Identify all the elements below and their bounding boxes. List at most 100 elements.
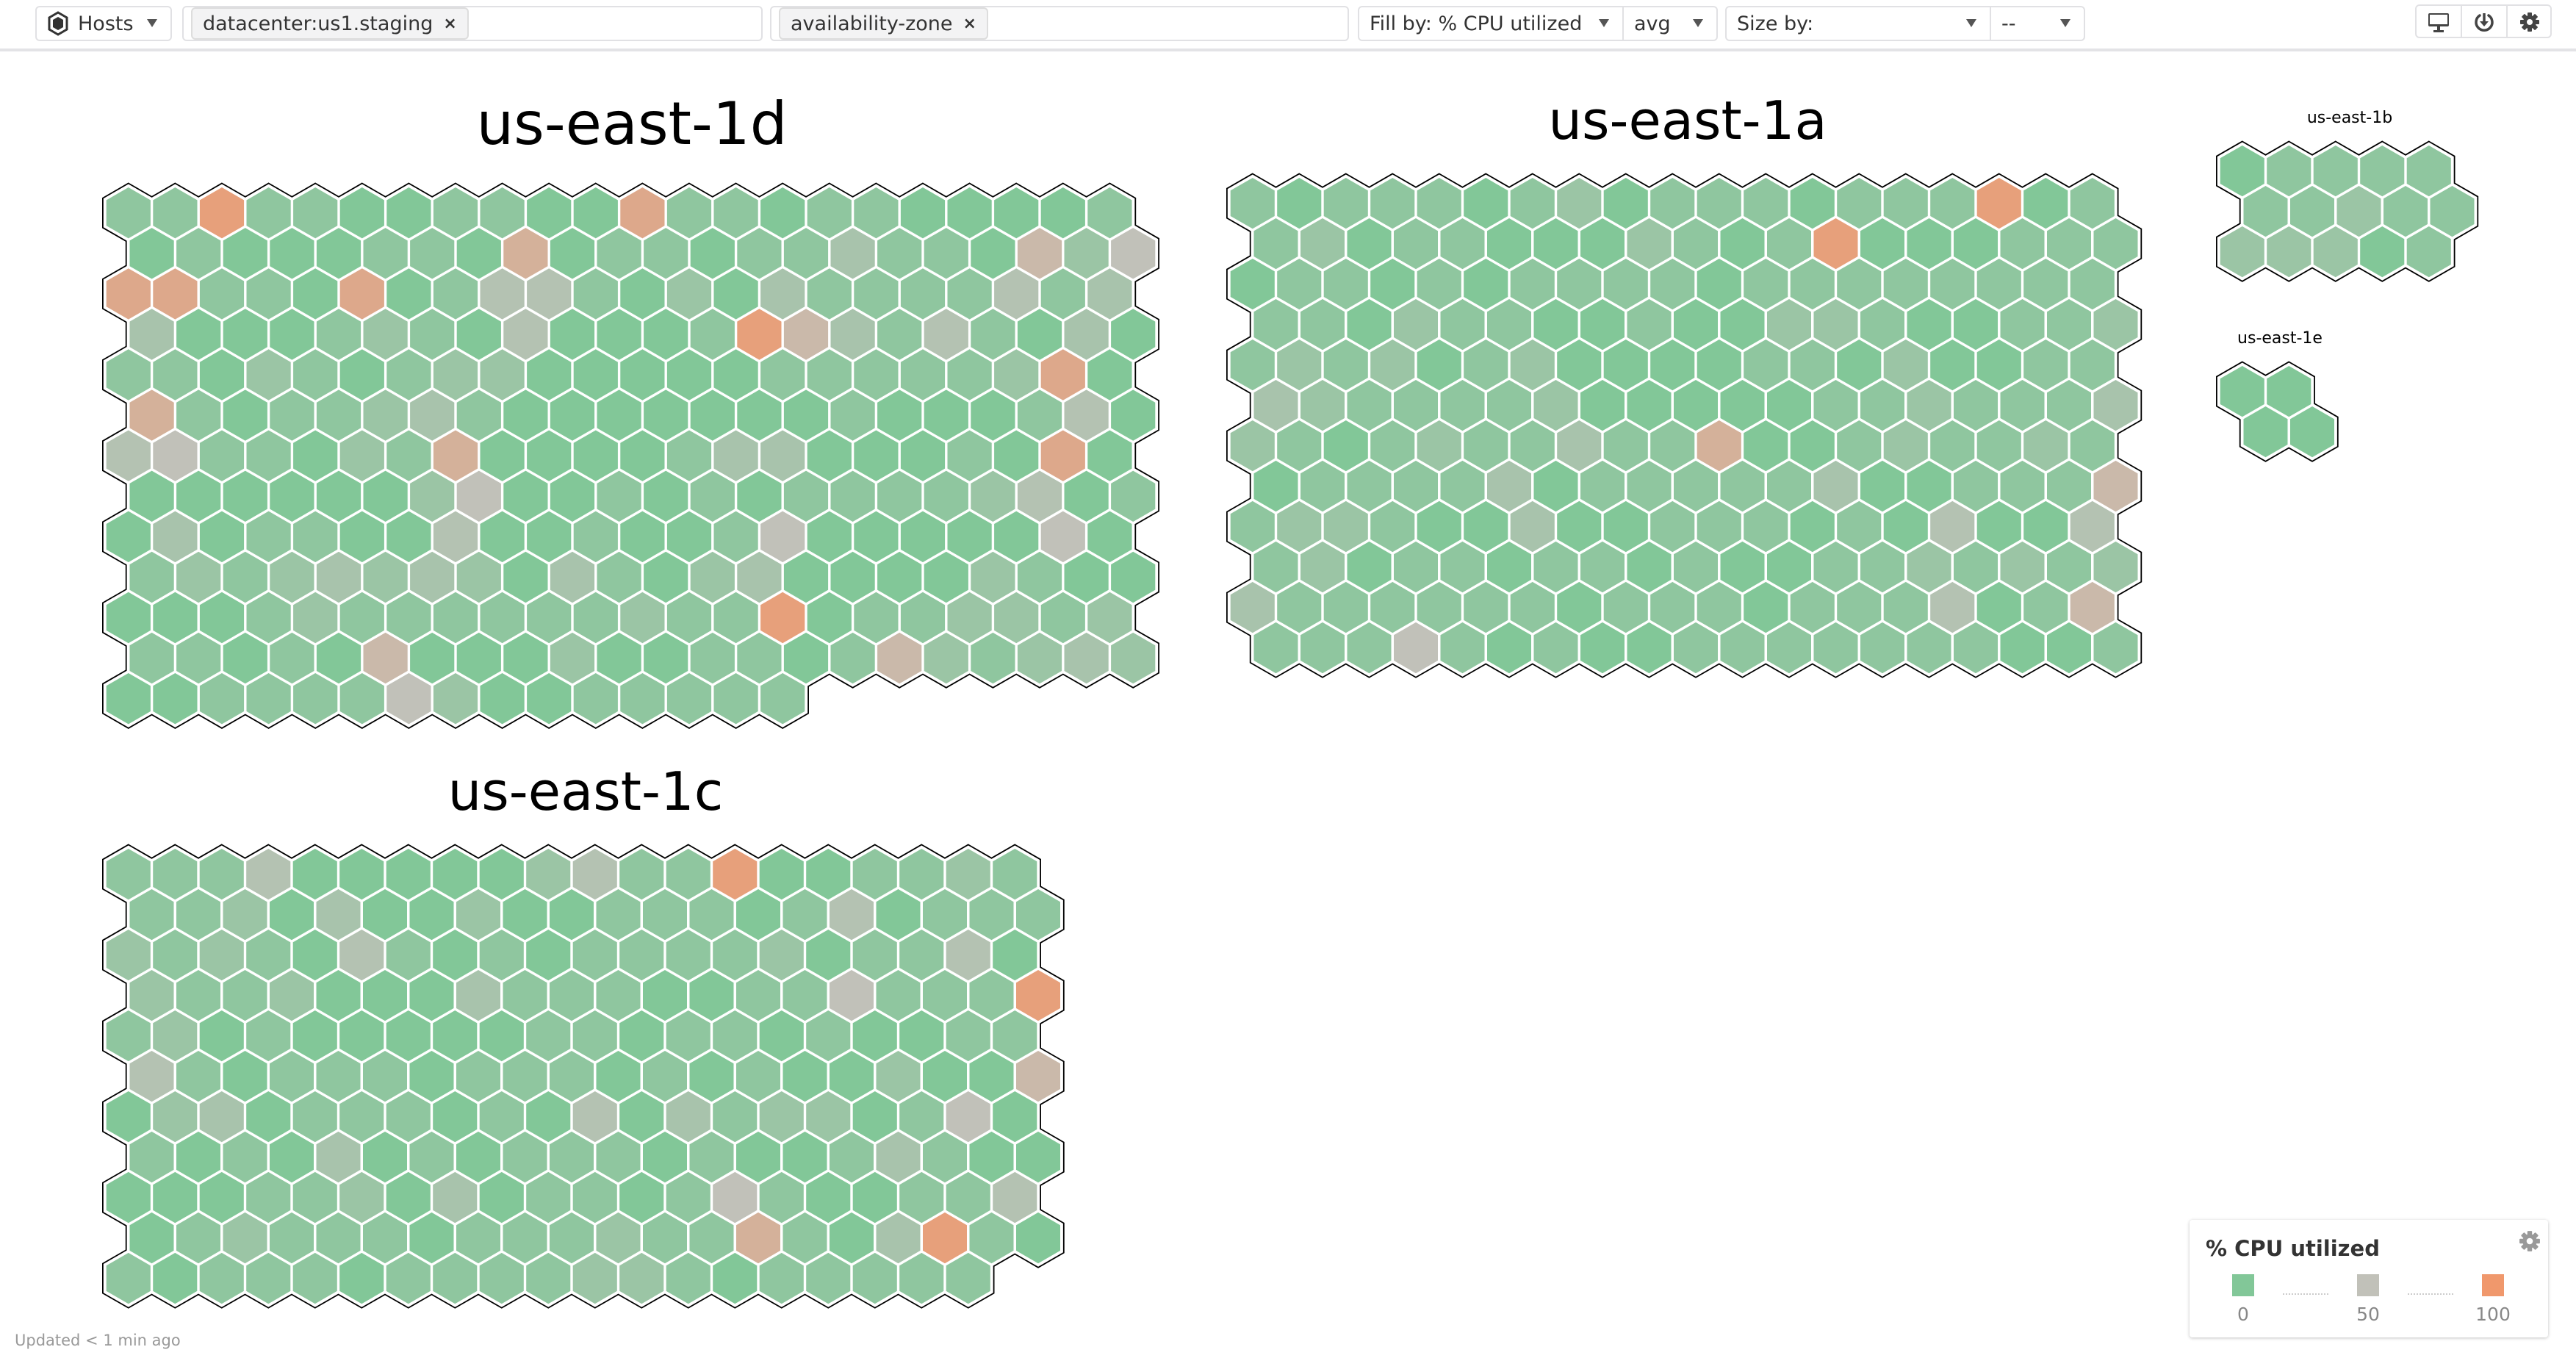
host-hexagon[interactable] <box>410 309 455 360</box>
host-hexagon[interactable] <box>1697 581 1741 633</box>
host-hexagon[interactable] <box>971 632 1015 684</box>
host-hexagon[interactable] <box>1370 259 1415 310</box>
host-hexagon[interactable] <box>760 592 805 644</box>
host-hexagon[interactable] <box>1464 581 1508 633</box>
host-hexagon[interactable] <box>2070 500 2115 553</box>
host-hexagon[interactable] <box>713 1010 758 1062</box>
host-hexagon[interactable] <box>1300 380 1345 431</box>
host-hexagon[interactable] <box>1323 420 1368 472</box>
host-hexagon[interactable] <box>2023 500 2068 553</box>
host-hexagon[interactable] <box>1954 541 1998 593</box>
host-hexagon[interactable] <box>292 849 337 900</box>
host-hexagon[interactable] <box>1976 178 2021 229</box>
host-hexagon[interactable] <box>339 268 384 320</box>
host-hexagon[interactable] <box>924 228 968 279</box>
host-hexagon[interactable] <box>1016 970 1060 1021</box>
host-hexagon[interactable] <box>596 970 641 1021</box>
host-hexagon[interactable] <box>199 430 245 481</box>
host-hexagon[interactable] <box>2093 299 2138 351</box>
host-hexagon[interactable] <box>1300 541 1345 593</box>
host-hexagon[interactable] <box>573 430 618 481</box>
host-hexagon[interactable] <box>759 1252 804 1304</box>
host-hexagon[interactable] <box>899 1171 944 1224</box>
host-hexagon[interactable] <box>1557 340 1602 391</box>
host-hexagon[interactable] <box>1111 470 1156 522</box>
host-hexagon[interactable] <box>1697 420 1741 472</box>
host-hexagon[interactable] <box>690 389 735 441</box>
host-hexagon[interactable] <box>1064 389 1109 441</box>
host-hexagon[interactable] <box>1111 551 1156 603</box>
host-hexagon[interactable] <box>1650 500 1695 553</box>
host-hexagon[interactable] <box>644 551 688 603</box>
host-hexagon[interactable] <box>1533 622 1578 674</box>
host-hexagon[interactable] <box>199 1091 244 1143</box>
host-hexagon[interactable] <box>877 632 922 684</box>
host-hexagon[interactable] <box>1790 178 1835 229</box>
host-hexagon[interactable] <box>363 470 408 522</box>
host-hexagon[interactable] <box>1510 340 1555 391</box>
host-hexagon[interactable] <box>596 1131 641 1183</box>
host-hexagon[interactable] <box>2047 299 2091 351</box>
host-hexagon[interactable] <box>339 930 384 981</box>
host-hexagon[interactable] <box>2336 186 2381 237</box>
host-hexagon[interactable] <box>1253 622 1298 674</box>
host-hexagon[interactable] <box>947 187 992 239</box>
host-hexagon[interactable] <box>1720 460 1765 512</box>
host-hexagon[interactable] <box>1767 299 1811 351</box>
host-hexagon[interactable] <box>1860 460 1904 512</box>
host-hexagon[interactable] <box>1016 1051 1060 1102</box>
host-hexagon[interactable] <box>947 592 992 644</box>
host-hexagon[interactable] <box>1510 420 1555 472</box>
host-hexagon[interactable] <box>1767 622 1811 674</box>
host-hexagon[interactable] <box>409 889 454 941</box>
host-hexagon[interactable] <box>1394 218 1438 270</box>
host-hexagon[interactable] <box>759 1010 804 1062</box>
host-hexagon[interactable] <box>1860 541 1904 593</box>
host-hexagon[interactable] <box>1277 178 1322 229</box>
host-hexagon[interactable] <box>2023 259 2068 310</box>
host-hexagon[interactable] <box>1111 389 1156 441</box>
host-hexagon[interactable] <box>597 309 641 360</box>
host-hexagon[interactable] <box>1087 268 1132 320</box>
host-hexagon[interactable] <box>339 511 384 563</box>
host-hexagon[interactable] <box>386 1010 431 1062</box>
host-hexagon[interactable] <box>339 592 384 644</box>
host-hexagon[interactable] <box>292 1252 337 1304</box>
host-hexagon[interactable] <box>480 268 525 320</box>
host-hexagon[interactable] <box>129 1051 174 1102</box>
host-hexagon[interactable] <box>783 389 829 441</box>
host-hexagon[interactable] <box>899 1010 944 1062</box>
host-hexagon[interactable] <box>363 389 408 441</box>
host-hexagon[interactable] <box>737 309 782 360</box>
host-hexagon[interactable] <box>759 930 804 981</box>
host-hexagon[interactable] <box>971 551 1015 603</box>
host-hexagon[interactable] <box>2070 420 2115 472</box>
host-hexagon[interactable] <box>1417 500 1461 553</box>
host-hexagon[interactable] <box>293 511 338 563</box>
host-hexagon[interactable] <box>2093 460 2138 512</box>
host-hexagon[interactable] <box>854 430 899 481</box>
host-hexagon[interactable] <box>854 592 899 644</box>
host-hexagon[interactable] <box>176 1212 220 1264</box>
host-hexagon[interactable] <box>409 1212 454 1264</box>
host-hexagon[interactable] <box>690 551 735 603</box>
host-hexagon[interactable] <box>526 1091 571 1143</box>
host-hexagon[interactable] <box>270 889 314 941</box>
host-hexagon[interactable] <box>409 1131 454 1183</box>
host-hexagon[interactable] <box>1954 299 1998 351</box>
host-hexagon[interactable] <box>1837 500 1882 553</box>
host-hexagon[interactable] <box>760 349 805 400</box>
power-download-button[interactable] <box>2462 6 2506 38</box>
host-hexagon[interactable] <box>503 228 548 279</box>
host-hexagon[interactable] <box>946 1252 990 1304</box>
host-hexagon[interactable] <box>993 1171 1037 1224</box>
host-hexagon[interactable] <box>1976 259 2021 310</box>
host-hexagon[interactable] <box>246 187 291 239</box>
host-hexagon[interactable] <box>1440 380 1485 431</box>
host-hexagon[interactable] <box>830 309 875 360</box>
host-hexagon[interactable] <box>1417 259 1461 310</box>
host-hexagon[interactable] <box>736 889 780 941</box>
host-hexagon[interactable] <box>736 1131 780 1183</box>
host-hexagon[interactable] <box>270 1131 314 1183</box>
host-hexagon[interactable] <box>1064 551 1109 603</box>
